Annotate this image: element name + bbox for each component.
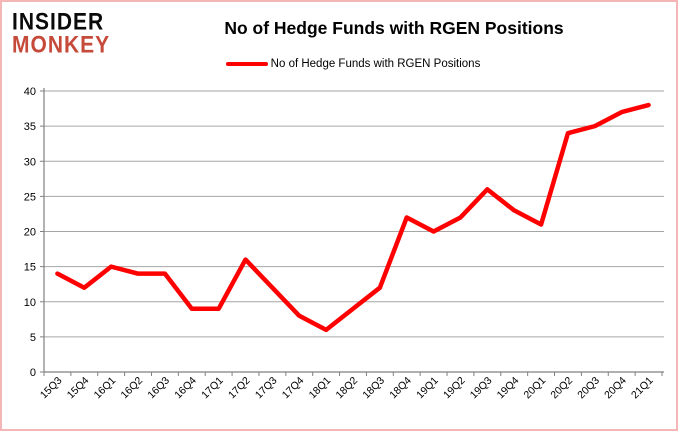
logo-insider-text: INSIDER bbox=[12, 8, 105, 36]
insider-monkey-logo: INSIDER MONKEY bbox=[12, 8, 111, 59]
y-axis-labels: 0 5 10 15 20 25 30 35 40 bbox=[24, 86, 36, 379]
svg-text:30: 30 bbox=[24, 156, 36, 168]
svg-text:17Q3: 17Q3 bbox=[253, 375, 280, 402]
svg-text:15: 15 bbox=[24, 262, 36, 274]
svg-text:5: 5 bbox=[30, 332, 36, 344]
svg-text:19Q3: 19Q3 bbox=[468, 375, 495, 402]
svg-text:17Q1: 17Q1 bbox=[199, 375, 226, 402]
svg-text:21Q1: 21Q1 bbox=[629, 375, 656, 402]
x-axis-labels: 15Q3 15Q4 16Q1 16Q2 16Q3 16Q4 17Q1 17Q2 17Q3 17Q4… bbox=[38, 375, 656, 402]
svg-text:17Q2: 17Q2 bbox=[226, 375, 253, 402]
svg-text:18Q4: 18Q4 bbox=[387, 375, 414, 402]
legend-label: No of Hedge Funds with RGEN Positions bbox=[270, 58, 481, 70]
svg-text:19Q2: 19Q2 bbox=[441, 375, 468, 402]
svg-text:25: 25 bbox=[24, 191, 36, 203]
svg-text:18Q3: 18Q3 bbox=[360, 375, 387, 402]
svg-text:10: 10 bbox=[24, 297, 36, 309]
svg-text:15Q4: 15Q4 bbox=[65, 375, 92, 402]
svg-text:20Q3: 20Q3 bbox=[575, 375, 602, 402]
svg-text:15Q3: 15Q3 bbox=[38, 375, 65, 402]
svg-text:35: 35 bbox=[24, 121, 36, 133]
svg-text:16Q2: 16Q2 bbox=[119, 375, 146, 402]
svg-text:0: 0 bbox=[30, 367, 36, 379]
series-line bbox=[55, 102, 651, 333]
legend-line-swatch-icon bbox=[225, 61, 268, 67]
svg-text:16Q1: 16Q1 bbox=[92, 375, 119, 402]
chart-title: No of Hedge Funds with RGEN Positions bbox=[224, 18, 564, 38]
svg-text:20Q2: 20Q2 bbox=[548, 375, 575, 402]
svg-text:20: 20 bbox=[24, 227, 36, 239]
svg-text:18Q2: 18Q2 bbox=[333, 375, 360, 402]
svg-text:40: 40 bbox=[24, 86, 36, 98]
svg-text:16Q4: 16Q4 bbox=[172, 375, 199, 402]
chart-legend: No of Hedge Funds with RGEN Positions bbox=[44, 58, 662, 70]
svg-text:19Q1: 19Q1 bbox=[414, 375, 441, 402]
logo-monkey-text: MONKEY bbox=[12, 31, 111, 59]
svg-text:16Q3: 16Q3 bbox=[145, 375, 172, 402]
axes bbox=[40, 88, 664, 376]
svg-text:19Q4: 19Q4 bbox=[495, 375, 522, 402]
svg-text:20Q4: 20Q4 bbox=[602, 375, 629, 402]
gridlines bbox=[44, 90, 664, 338]
svg-text:20Q1: 20Q1 bbox=[522, 375, 549, 402]
svg-text:18Q1: 18Q1 bbox=[307, 375, 334, 402]
svg-text:17Q4: 17Q4 bbox=[280, 375, 307, 402]
